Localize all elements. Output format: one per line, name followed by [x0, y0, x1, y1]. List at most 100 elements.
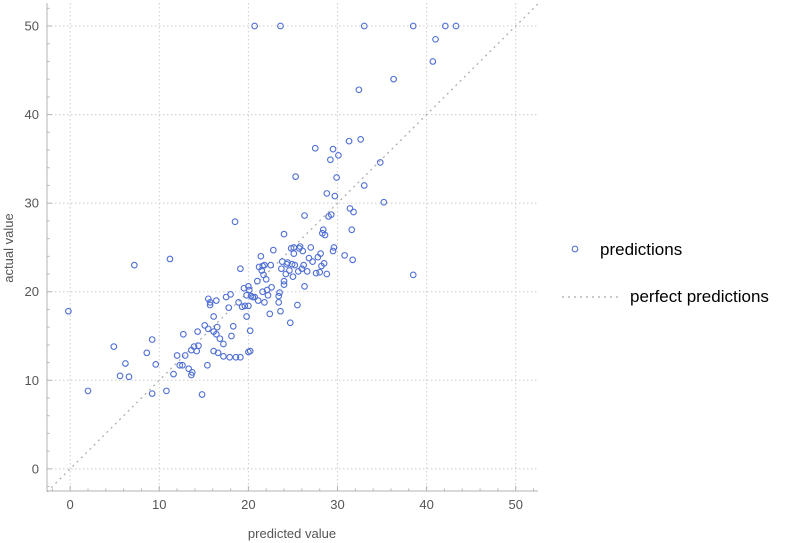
prediction-point	[173, 352, 181, 359]
prediction-point	[286, 319, 294, 327]
prediction-point	[226, 353, 234, 361]
prediction-point	[148, 390, 156, 397]
prediction-point	[409, 22, 417, 30]
prediction-point	[311, 144, 319, 152]
prediction-point	[320, 260, 328, 267]
prediction-point	[125, 373, 133, 381]
prediction-point	[330, 244, 338, 251]
prediction-point	[201, 322, 209, 329]
y-tick-label: 20	[25, 284, 39, 299]
prediction-point	[206, 301, 214, 309]
prediction-point	[269, 246, 277, 254]
prediction-point	[312, 269, 320, 277]
prediction-point	[204, 325, 212, 333]
prediction-point	[280, 281, 288, 288]
prediction-point	[300, 261, 307, 269]
prediction-point	[179, 330, 187, 338]
prediction-point	[229, 322, 237, 330]
prediction-point	[206, 299, 214, 306]
y-axis-title: actual value	[1, 213, 16, 282]
prediction-point	[130, 261, 138, 269]
tick-labels: 0 10 20 30 40 50 0 10 20 30 40 50	[25, 19, 523, 512]
prediction-point	[246, 327, 254, 335]
prediction-point	[193, 347, 201, 355]
prediction-point	[341, 252, 348, 259]
legend-predictions-marker-icon	[571, 245, 579, 253]
prediction-point	[292, 173, 299, 180]
prediction-point	[220, 340, 227, 348]
y-tick-label: 50	[25, 19, 39, 34]
prediction-point	[214, 349, 222, 357]
prediction-point	[289, 273, 297, 281]
prediction-point	[204, 361, 211, 369]
prediction-point	[122, 360, 129, 367]
prediction-point	[291, 261, 299, 269]
prediction-point	[251, 293, 258, 301]
prediction-point	[264, 291, 272, 299]
legend-predictions-label: predictions	[600, 240, 682, 259]
prediction-point	[152, 361, 160, 368]
prediction-point	[268, 283, 275, 291]
prediction-point	[253, 277, 261, 285]
prediction-point	[298, 265, 306, 273]
y-tick-label: 10	[25, 373, 39, 388]
prediction-point	[227, 291, 234, 298]
prediction-point	[323, 190, 331, 197]
prediction-point	[321, 231, 329, 239]
prediction-point	[329, 145, 337, 153]
x-tick-label: 50	[508, 497, 522, 512]
prediction-point	[380, 198, 388, 206]
y-tick-label: 30	[25, 196, 39, 211]
prediction-point	[266, 310, 274, 318]
prediction-point	[195, 342, 202, 350]
prediction-point	[360, 22, 368, 30]
prediction-point	[319, 226, 327, 234]
prediction-point	[237, 265, 244, 273]
prediction-point	[348, 226, 356, 234]
prediction-point	[245, 283, 252, 290]
prediction-point	[241, 302, 249, 310]
prediction-point	[290, 250, 298, 257]
prediction-point	[181, 352, 189, 359]
prediction-point	[188, 368, 196, 376]
prediction-point	[316, 268, 324, 276]
prediction-point	[346, 205, 354, 212]
prediction-point	[235, 299, 242, 306]
prediction-point	[194, 328, 201, 335]
prediction-point	[212, 330, 220, 338]
prediction-point	[163, 387, 170, 395]
prediction-point	[277, 307, 284, 315]
prediction-point	[333, 174, 340, 181]
x-axis-title: predicted value	[248, 526, 336, 541]
prediction-point	[355, 86, 363, 94]
prediction-point	[294, 301, 301, 309]
prediction-point	[261, 299, 268, 306]
prediction-point	[275, 292, 283, 300]
prediction-point	[257, 252, 265, 260]
prediction-point	[220, 353, 227, 360]
prediction-point	[228, 332, 235, 340]
prediction-point	[303, 268, 311, 275]
prediction-point	[345, 137, 353, 145]
prediction-point	[148, 336, 156, 343]
prediction-point	[212, 297, 220, 304]
prediction-point	[301, 283, 308, 290]
prediction-point	[251, 22, 258, 30]
prediction-point	[216, 335, 224, 343]
legend: predictions perfect predictions	[562, 240, 769, 306]
prediction-point	[357, 136, 365, 143]
prediction-point	[331, 192, 339, 200]
prediction-point	[210, 313, 217, 320]
y-tick-label: 40	[25, 107, 39, 122]
prediction-point	[277, 22, 284, 30]
prediction-point	[198, 391, 206, 398]
prediction-point	[179, 361, 186, 369]
prediction-point	[327, 156, 334, 164]
x-tick-label: 0	[67, 497, 74, 512]
prediction-point	[360, 182, 368, 189]
prediction-point	[276, 289, 283, 296]
prediction-point	[243, 291, 250, 299]
prediction-point	[176, 361, 184, 369]
prediction-point	[245, 286, 253, 294]
prediction-point	[110, 343, 118, 350]
